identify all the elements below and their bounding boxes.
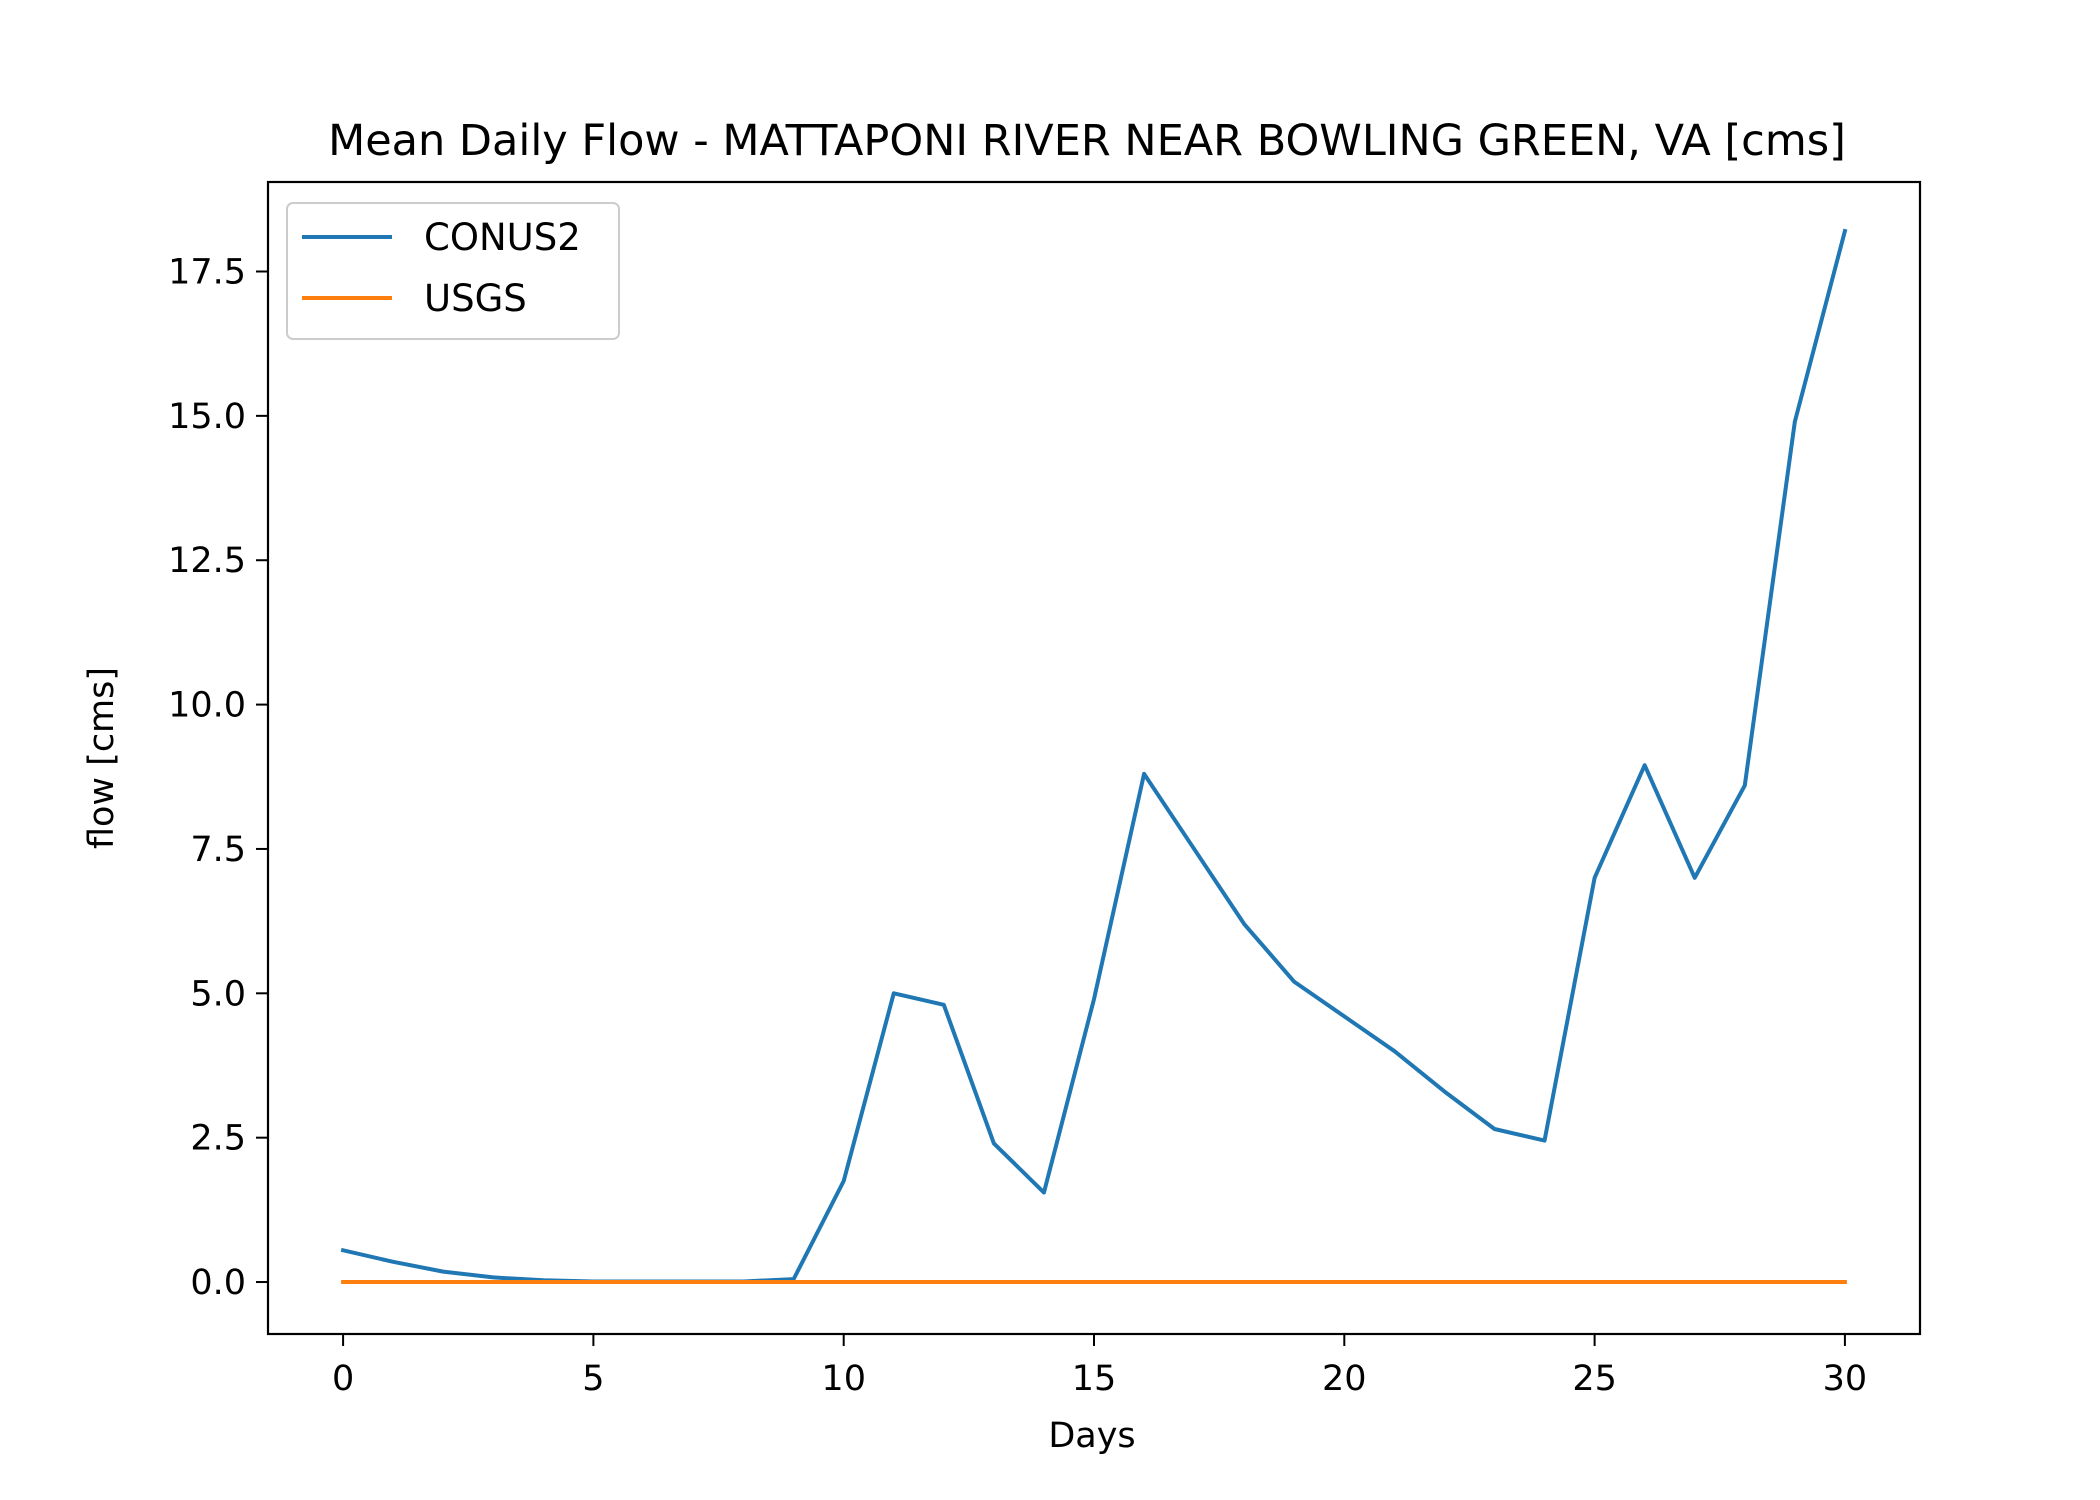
x-tick-label: 25 [1572, 1359, 1617, 1399]
legend-label-conus2: CONUS2 [424, 216, 581, 259]
legend: CONUS2 USGS [286, 202, 620, 340]
y-tick-label: 17.5 [168, 253, 246, 293]
x-tick-label: 0 [332, 1359, 354, 1399]
x-axis: 0 5 10 15 20 25 30 [332, 1334, 1867, 1399]
plot-frame [266, 180, 1922, 1336]
y-tick-label: 12.5 [168, 541, 246, 581]
y-tick-label: 2.5 [190, 1119, 246, 1159]
x-axis-label: Days [1048, 1416, 1135, 1456]
series-line-conus2 [340, 228, 1848, 1284]
x-tick-label: 15 [1072, 1359, 1117, 1399]
y-axis-label: flow [cms] [82, 667, 122, 849]
y-axis: 0.0 2.5 5.0 7.5 10.0 12.5 15.0 17.5 [168, 253, 268, 1303]
y-tick-label: 10.0 [168, 686, 246, 726]
plot-lines [340, 228, 1848, 1285]
x-tick-label: 10 [821, 1359, 866, 1399]
x-tick-label: 30 [1823, 1359, 1868, 1399]
chart-title: Mean Daily Flow - MATTAPONI RIVER NEAR B… [328, 116, 1846, 166]
y-tick-label: 0.0 [190, 1263, 246, 1303]
x-tick-label: 5 [582, 1359, 604, 1399]
y-tick-label: 5.0 [190, 974, 246, 1014]
legend-label-usgs: USGS [424, 277, 527, 320]
x-tick-label: 20 [1322, 1359, 1367, 1399]
y-tick-label: 7.5 [190, 830, 246, 870]
y-tick-label: 15.0 [168, 397, 246, 437]
